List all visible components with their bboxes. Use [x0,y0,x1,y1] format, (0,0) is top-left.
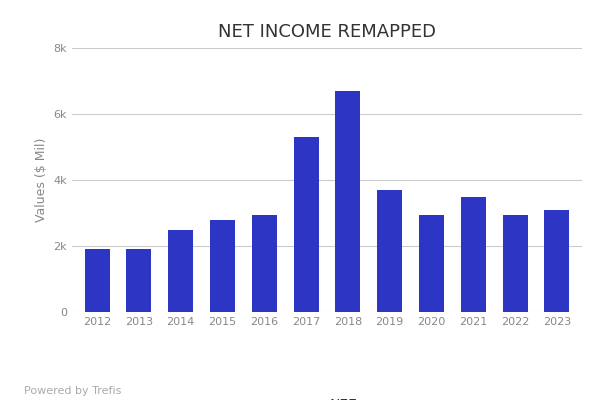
Title: NET INCOME REMAPPED: NET INCOME REMAPPED [218,23,436,41]
Legend: NEE: NEE [291,393,363,400]
Bar [544,210,569,312]
Bar [503,215,527,312]
Bar [85,249,110,312]
Bar [377,190,402,312]
Bar [335,91,361,312]
Bar [293,137,319,312]
Bar [252,215,277,312]
Y-axis label: Values ($ Mil): Values ($ Mil) [35,138,48,222]
Bar [419,215,444,312]
Bar [210,220,235,312]
Bar [461,196,486,312]
Bar [168,230,193,312]
Bar [127,249,151,312]
Text: Powered by Trefis: Powered by Trefis [24,386,121,396]
